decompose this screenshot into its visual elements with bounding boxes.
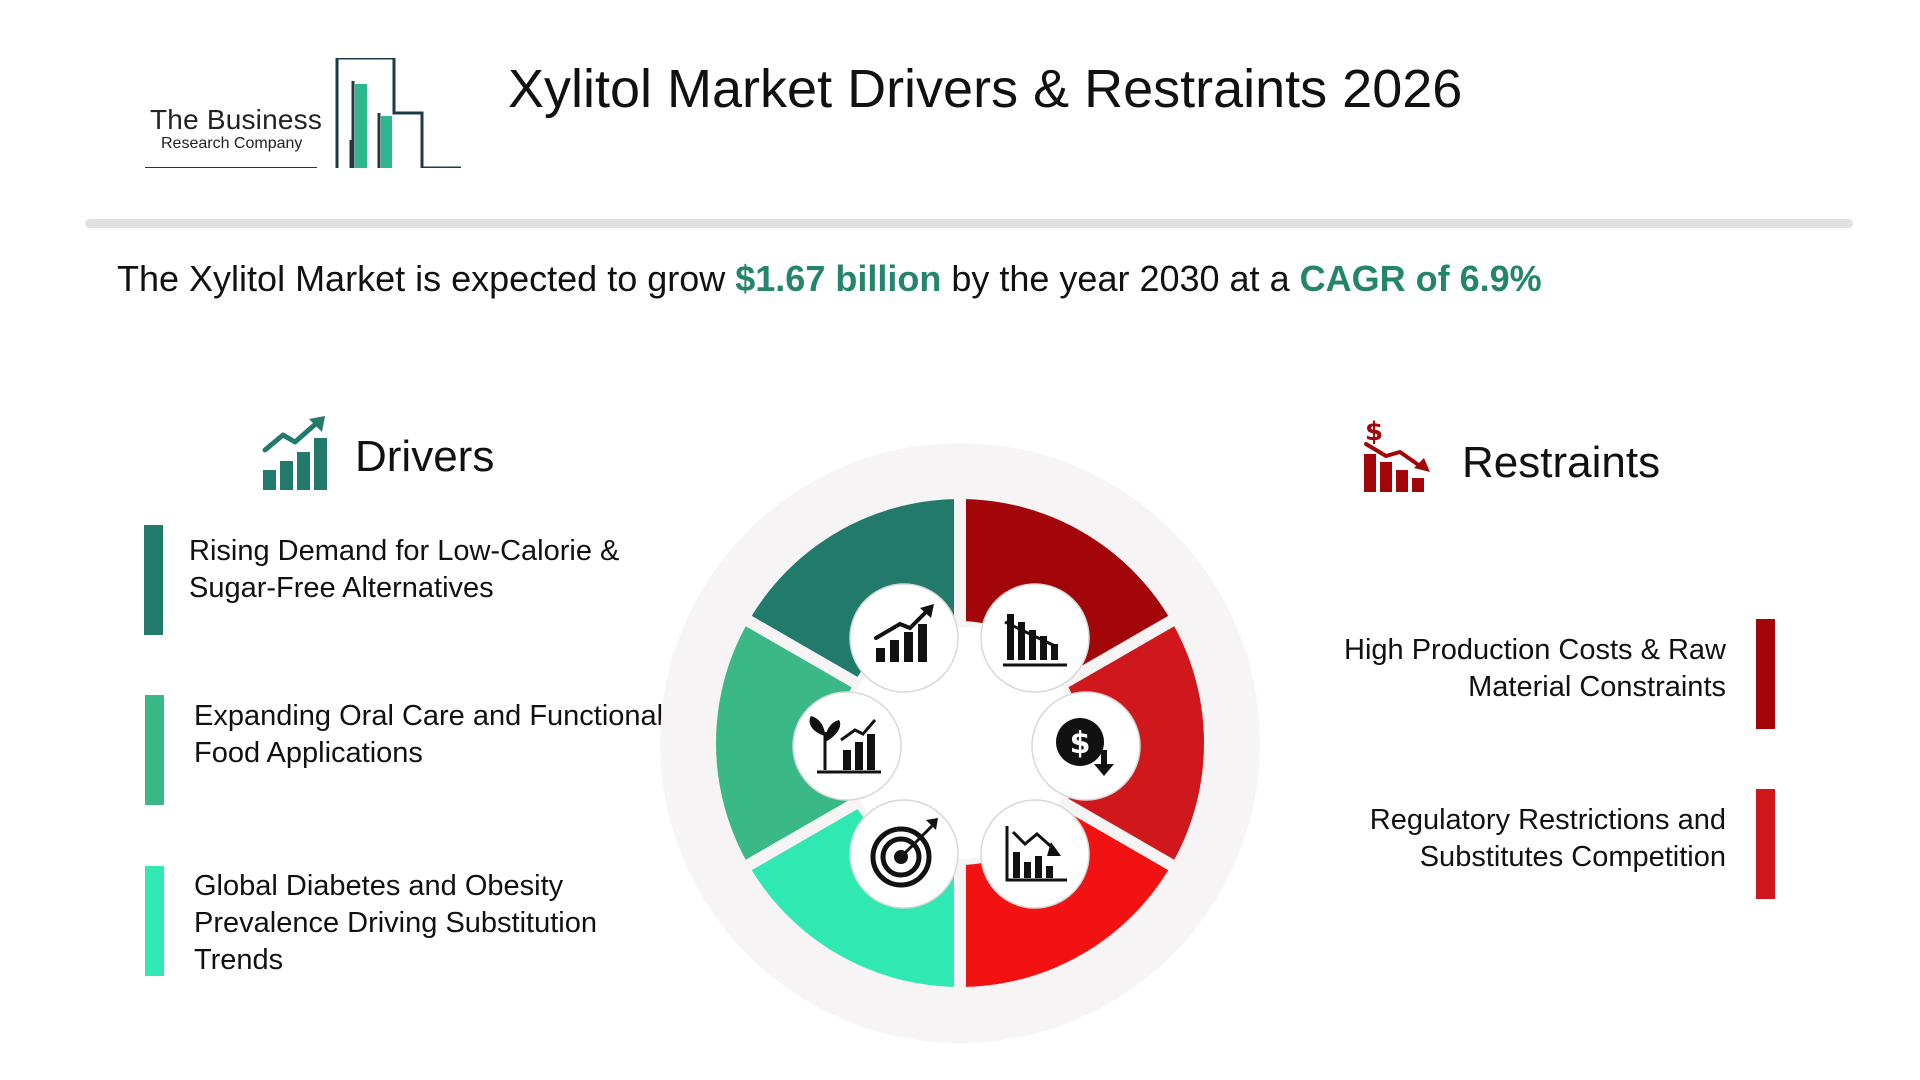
market-summary: The Xylitol Market is expected to grow $…: [117, 258, 1542, 300]
summary-middle: by the year 2030 at a: [941, 258, 1300, 299]
summary-cagr: CAGR of 6.9%: [1299, 258, 1542, 299]
target-icon: [849, 799, 959, 909]
logo-subname: Research Company: [161, 135, 303, 152]
drivers-heading: Drivers: [355, 432, 495, 481]
summary-amount: $1.67 billion: [735, 258, 942, 299]
restraint-text-line: Material Constraints: [1468, 671, 1726, 703]
driver-color-bar: [145, 695, 164, 805]
falling-trend-chart-icon: [980, 799, 1090, 909]
dollar-down-icon: $: [1031, 691, 1141, 801]
restraints-heading: Restraints: [1462, 438, 1661, 487]
plant-growth-chart-icon: [792, 691, 902, 801]
driver-text: Expanding Oral Care and Functional Food …: [194, 698, 714, 772]
header-divider: [85, 219, 1853, 228]
svg-text:$: $: [1365, 417, 1383, 447]
restraint-text-line: Regulatory Restrictions and: [1369, 804, 1726, 836]
driver-text-line: Trends: [194, 944, 284, 976]
declining-dollar-chart-icon: $: [1362, 416, 1432, 492]
drivers-restraints-wheel: $: [660, 443, 1260, 1043]
driver-text-line: Expanding Oral Care and Functional: [194, 700, 664, 732]
svg-text:$: $: [1070, 726, 1091, 761]
driver-text-line: Global Diabetes and Obesity: [194, 870, 564, 902]
company-logo: The Business Research Company: [145, 58, 475, 168]
restraint-color-bar: [1756, 619, 1775, 729]
driver-text-line: Rising Demand for Low-Calorie &: [189, 535, 620, 567]
growth-bar-chart-icon: [261, 414, 331, 490]
restraint-text: High Production Costs & Raw Material Con…: [1226, 632, 1726, 706]
wheel-segment-driver-2: [716, 626, 852, 860]
page-title: Xylitol Market Drivers & Restraints 2026: [508, 59, 1463, 119]
restraint-text-line: High Production Costs & Raw: [1344, 634, 1726, 666]
logo-buildings-icon: [145, 58, 461, 168]
driver-text-line: Food Applications: [194, 737, 423, 769]
declining-bar-chart-icon: [980, 583, 1090, 693]
driver-color-bar: [144, 525, 163, 635]
restraint-text-line: Substitutes Competition: [1419, 841, 1726, 873]
driver-text: Global Diabetes and Obesity Prevalence D…: [194, 868, 714, 979]
restraint-color-bar: [1756, 789, 1775, 899]
logo-name: The Business: [150, 104, 323, 135]
growth-chart-icon: [849, 583, 959, 693]
summary-prefix: The Xylitol Market is expected to grow: [117, 258, 736, 299]
driver-color-bar: [145, 866, 164, 976]
driver-text-line: Prevalence Driving Substitution: [194, 907, 597, 939]
restraint-text: Regulatory Restrictions and Substitutes …: [1226, 802, 1726, 876]
driver-text: Rising Demand for Low-Calorie & Sugar-Fr…: [189, 533, 709, 607]
driver-text-line: Sugar-Free Alternatives: [189, 572, 494, 604]
